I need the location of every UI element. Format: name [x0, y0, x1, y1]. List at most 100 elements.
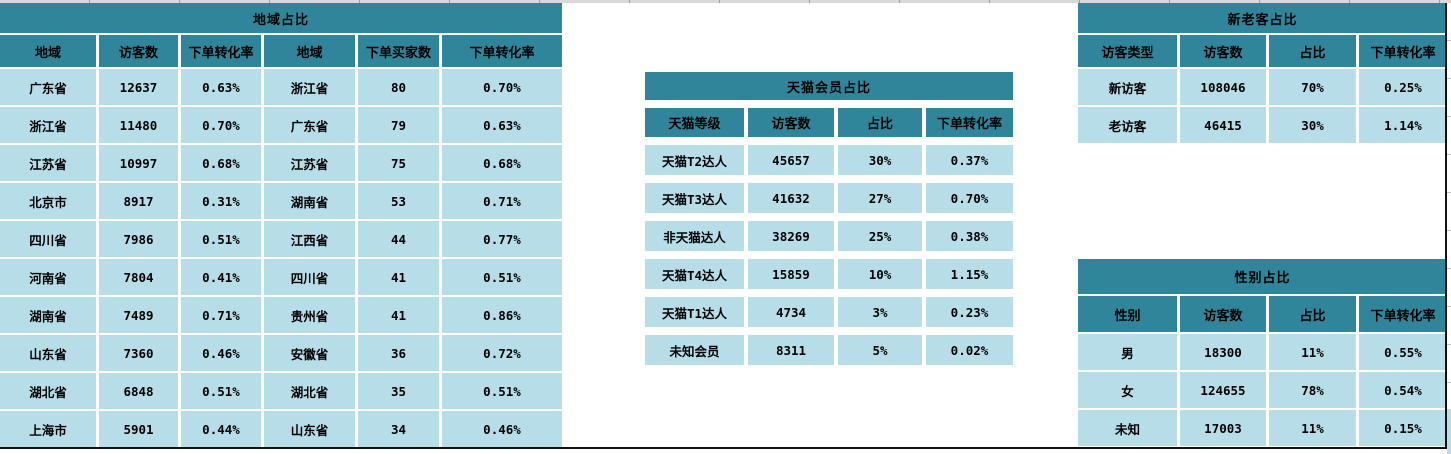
data-cell[interactable]: 四川省	[0, 221, 96, 257]
data-cell[interactable]: 北京市	[0, 183, 96, 219]
data-cell[interactable]: 44	[358, 221, 439, 257]
data-cell[interactable]: 4734	[748, 297, 834, 327]
data-cell[interactable]: 6848	[99, 373, 178, 409]
data-cell[interactable]: 天猫T1达人	[645, 297, 744, 327]
data-cell[interactable]: 124655	[1180, 372, 1266, 408]
data-cell[interactable]: 11%	[1269, 334, 1356, 370]
data-cell[interactable]: 0.63%	[442, 107, 562, 143]
header-cell[interactable]: 下单买家数	[358, 35, 439, 67]
data-cell[interactable]: 34	[358, 411, 439, 447]
data-cell[interactable]: 0.38%	[926, 221, 1013, 251]
data-cell[interactable]: 108046	[1180, 69, 1266, 105]
data-cell[interactable]: 0.25%	[1359, 69, 1447, 105]
data-cell[interactable]: 0.51%	[442, 373, 562, 409]
data-cell[interactable]: 未知	[1078, 410, 1177, 446]
data-cell[interactable]: 湖南省	[264, 183, 355, 219]
header-cell[interactable]: 访客数	[1180, 296, 1266, 332]
data-cell[interactable]: 0.86%	[442, 297, 562, 333]
data-cell[interactable]: 0.44%	[181, 411, 261, 447]
data-cell[interactable]: 江苏省	[264, 145, 355, 181]
header-cell[interactable]: 下单转化率	[181, 35, 261, 67]
data-cell[interactable]: 贵州省	[264, 297, 355, 333]
data-cell[interactable]: 25%	[838, 221, 922, 251]
data-cell[interactable]: 0.63%	[181, 69, 261, 105]
data-cell[interactable]: 10%	[838, 259, 922, 289]
data-cell[interactable]: 70%	[1269, 69, 1356, 105]
data-cell[interactable]: 上海市	[0, 411, 96, 447]
data-cell[interactable]: 0.15%	[1359, 410, 1447, 446]
header-cell[interactable]: 下单转化率	[1359, 35, 1447, 67]
header-cell[interactable]: 访客数	[99, 35, 178, 67]
data-cell[interactable]: 广东省	[264, 107, 355, 143]
data-cell[interactable]: 女	[1078, 372, 1177, 408]
data-cell[interactable]: 0.54%	[1359, 372, 1447, 408]
data-cell[interactable]: 山东省	[0, 335, 96, 371]
data-cell[interactable]: 7360	[99, 335, 178, 371]
data-cell[interactable]: 18300	[1180, 334, 1266, 370]
data-cell[interactable]: 41632	[748, 183, 834, 213]
header-cell[interactable]: 占比	[1269, 296, 1356, 332]
data-cell[interactable]: 0.72%	[442, 335, 562, 371]
header-cell[interactable]: 占比	[838, 108, 922, 137]
data-cell[interactable]: 广东省	[0, 69, 96, 105]
header-cell[interactable]: 访客数	[748, 108, 834, 137]
data-cell[interactable]: 0.71%	[181, 297, 261, 333]
data-cell[interactable]: 38269	[748, 221, 834, 251]
data-cell[interactable]: 36	[358, 335, 439, 371]
table-title-cell[interactable]: 新老客占比	[1078, 3, 1447, 33]
header-cell[interactable]: 天猫等级	[645, 108, 744, 137]
header-cell[interactable]: 访客类型	[1078, 35, 1177, 67]
data-cell[interactable]: 30%	[1269, 107, 1356, 143]
data-cell[interactable]: 浙江省	[0, 107, 96, 143]
data-cell[interactable]: 3%	[838, 297, 922, 327]
data-cell[interactable]: 0.02%	[926, 335, 1013, 365]
data-cell[interactable]: 0.41%	[181, 259, 261, 295]
data-cell[interactable]: 0.68%	[181, 145, 261, 181]
data-cell[interactable]: 0.77%	[442, 221, 562, 257]
data-cell[interactable]: 7489	[99, 297, 178, 333]
header-cell[interactable]: 地域	[0, 35, 96, 67]
data-cell[interactable]: 四川省	[264, 259, 355, 295]
data-cell[interactable]: 男	[1078, 334, 1177, 370]
data-cell[interactable]: 天猫T3达人	[645, 183, 744, 213]
header-cell[interactable]: 下单转化率	[442, 35, 562, 67]
data-cell[interactable]: 7804	[99, 259, 178, 295]
data-cell[interactable]: 0.46%	[442, 411, 562, 447]
table-title-cell[interactable]: 性别占比	[1078, 259, 1447, 294]
header-cell[interactable]: 占比	[1269, 35, 1356, 67]
data-cell[interactable]: 79	[358, 107, 439, 143]
data-cell[interactable]: 35	[358, 373, 439, 409]
data-cell[interactable]: 山东省	[264, 411, 355, 447]
data-cell[interactable]: 5%	[838, 335, 922, 365]
data-cell[interactable]: 45657	[748, 145, 834, 175]
data-cell[interactable]: 0.51%	[181, 221, 261, 257]
data-cell[interactable]: 41	[358, 259, 439, 295]
data-cell[interactable]: 新访客	[1078, 69, 1177, 105]
data-cell[interactable]: 浙江省	[264, 69, 355, 105]
data-cell[interactable]: 河南省	[0, 259, 96, 295]
data-cell[interactable]: 非天猫达人	[645, 221, 744, 251]
data-cell[interactable]: 0.46%	[181, 335, 261, 371]
data-cell[interactable]: 湖北省	[0, 373, 96, 409]
data-cell[interactable]: 0.51%	[442, 259, 562, 295]
data-cell[interactable]: 30%	[838, 145, 922, 175]
data-cell[interactable]: 10997	[99, 145, 178, 181]
data-cell[interactable]: 0.70%	[926, 183, 1013, 213]
data-cell[interactable]: 11480	[99, 107, 178, 143]
data-cell[interactable]: 5901	[99, 411, 178, 447]
data-cell[interactable]: 老访客	[1078, 107, 1177, 143]
data-cell[interactable]: 0.37%	[926, 145, 1013, 175]
data-cell[interactable]: 0.70%	[442, 69, 562, 105]
data-cell[interactable]: 湖南省	[0, 297, 96, 333]
data-cell[interactable]: 8311	[748, 335, 834, 365]
data-cell[interactable]: 46415	[1180, 107, 1266, 143]
table-title-cell[interactable]: 天猫会员占比	[645, 72, 1013, 100]
data-cell[interactable]: 0.55%	[1359, 334, 1447, 370]
data-cell[interactable]: 11%	[1269, 410, 1356, 446]
data-cell[interactable]: 12637	[99, 69, 178, 105]
header-cell[interactable]: 下单转化率	[926, 108, 1013, 137]
header-cell[interactable]: 地域	[264, 35, 355, 67]
data-cell[interactable]: 41	[358, 297, 439, 333]
data-cell[interactable]: 27%	[838, 183, 922, 213]
data-cell[interactable]: 17003	[1180, 410, 1266, 446]
